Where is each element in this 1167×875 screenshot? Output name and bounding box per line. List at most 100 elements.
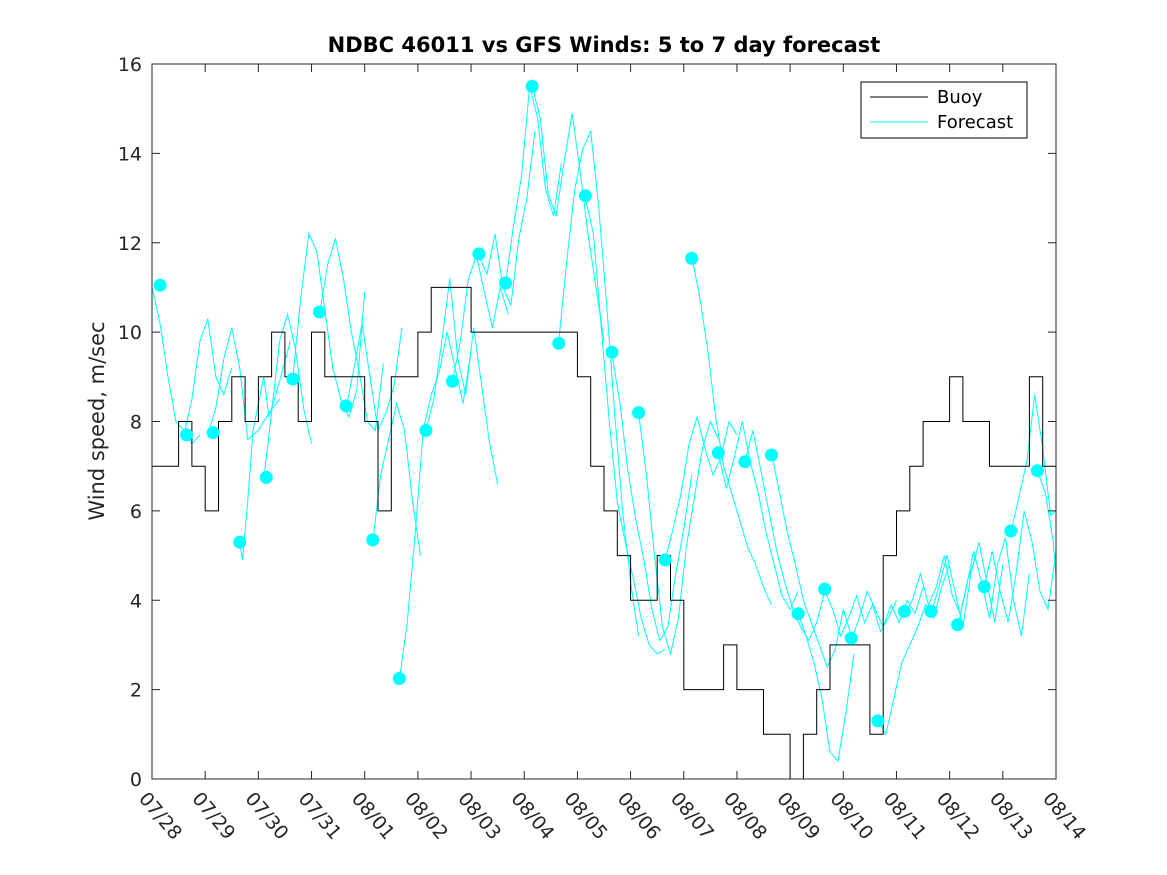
forecast-marker-27 [871, 714, 885, 728]
y-tick-label-2: 4 [130, 590, 142, 612]
forecast-marker-14 [525, 79, 539, 93]
x-tick-label-9: 08/06 [613, 788, 665, 844]
forecast-line-4 [263, 312, 312, 480]
legend-forecast-label: Forecast [937, 112, 1013, 133]
forecast-marker-1 [180, 428, 194, 442]
forecast-line-21 [717, 421, 799, 611]
y-tick-label-5: 10 [118, 322, 142, 344]
forecast-marker-20 [685, 251, 699, 265]
forecast-marker-32 [1004, 524, 1018, 538]
forecast-marker-12 [472, 247, 486, 261]
forecast-line-23 [771, 452, 852, 669]
legend: Buoy Forecast [860, 81, 1028, 139]
forecast-line-16 [584, 197, 666, 655]
forecast-marker-9 [392, 672, 406, 685]
x-tick-label-5: 08/02 [400, 788, 452, 844]
forecast-marker-18 [632, 406, 646, 420]
forecast-marker-2 [206, 426, 220, 440]
forecast-line-11 [451, 254, 509, 382]
x-tick-label-16: 08/13 [985, 788, 1037, 844]
x-tick-label-1: 07/29 [187, 788, 239, 844]
forecast-line-29 [930, 542, 1004, 628]
forecast-marker-17 [605, 345, 619, 359]
forecast-line-26 [850, 586, 924, 641]
x-tick-label-2: 07/30 [241, 788, 293, 844]
y-tick-label-7: 14 [118, 143, 142, 165]
forecast-marker-22 [738, 455, 752, 469]
forecast-line-33 [1036, 470, 1056, 578]
chart-title: NDBC 46011 vs GFS Winds: 5 to 7 day fore… [328, 33, 881, 57]
forecast-marker-10 [419, 423, 433, 437]
forecast-line-22 [744, 430, 826, 642]
forecast-marker-8 [366, 533, 380, 547]
forecast-line-27 [877, 564, 951, 736]
x-tick-label-4: 08/01 [347, 788, 399, 844]
forecast-line-8 [372, 401, 421, 556]
forecast-line-1 [183, 318, 233, 436]
series-layer [152, 86, 1056, 779]
y-tick-label-3: 6 [130, 501, 142, 523]
y-tick-label-0: 0 [130, 769, 142, 791]
x-tick-label-6: 08/03 [453, 788, 505, 844]
forecast-line-13 [505, 86, 562, 284]
y-tick-label-8: 16 [118, 54, 142, 76]
forecast-marker-0 [153, 278, 167, 292]
forecast-line-10 [425, 278, 499, 485]
plot-background [152, 64, 1056, 779]
forecast-line-31 [983, 510, 1056, 623]
forecast-line-32 [1010, 394, 1056, 534]
x-tick-label-0: 07/28 [134, 788, 186, 844]
x-tick-label-7: 08/04 [506, 788, 558, 844]
x-tick-label-15: 08/12 [932, 788, 984, 844]
forecast-marker-7 [339, 399, 353, 413]
forecast-marker-33 [1030, 464, 1044, 478]
forecast-marker-29 [924, 604, 938, 618]
forecast-line-12 [478, 130, 536, 308]
forecast-marker-23 [765, 448, 778, 462]
x-tick-label-17: 08/14 [1038, 788, 1090, 844]
y-tick-label-1: 2 [130, 680, 142, 702]
y-axis: 0 2 4 6 8 10 12 14 16 [118, 54, 1056, 791]
forecast-line-30 [957, 537, 1030, 637]
forecast-marker-30 [951, 618, 965, 632]
forecast-marker-19 [658, 553, 672, 567]
x-tick-label-10: 08/07 [666, 788, 718, 844]
forecast-line-9 [398, 331, 472, 681]
forecast-line-20 [691, 256, 772, 605]
forecast-line-2 [207, 327, 280, 441]
forecast-line-14 [531, 86, 605, 342]
legend-box [860, 81, 1028, 139]
x-tick-label-11: 08/08 [719, 788, 771, 844]
x-tick-label-12: 08/09 [772, 788, 824, 844]
forecast-marker-21 [711, 446, 725, 460]
forecast-line-19 [664, 415, 738, 561]
forecast-marker-16 [578, 189, 592, 203]
x-tick-label-14: 08/11 [879, 788, 931, 844]
forecast-line-24 [797, 613, 855, 763]
forecast-marker-31 [977, 580, 991, 594]
y-tick-label-6: 12 [118, 233, 142, 255]
forecast-marker-4 [259, 470, 273, 484]
plot-area [151, 63, 1057, 780]
forecast-marker-5 [286, 372, 300, 386]
forecast-marker-25 [818, 582, 832, 596]
forecast-line-17 [611, 354, 693, 642]
forecast-line-18 [638, 412, 719, 656]
y-axis-label: Wind speed, m/sec [85, 321, 109, 520]
forecast-marker-6 [313, 305, 326, 319]
forecast-line-7 [345, 323, 403, 433]
buoy-line [152, 286, 1056, 779]
forecast-marker-26 [844, 631, 858, 645]
forecast-marker-24 [791, 607, 805, 621]
forecast-marker-3 [233, 535, 247, 549]
forecast-marker-13 [499, 276, 513, 290]
forecast-marker-11 [445, 374, 459, 388]
y-tick-label-4: 8 [130, 412, 142, 434]
forecast-line-6 [319, 238, 384, 432]
forecast-line-15 [558, 129, 640, 637]
x-tick-label-3: 07/31 [294, 788, 346, 844]
forecast-marker-28 [897, 604, 911, 618]
x-tick-label-8: 08/05 [560, 788, 612, 844]
forecast-marker-15 [552, 336, 566, 350]
